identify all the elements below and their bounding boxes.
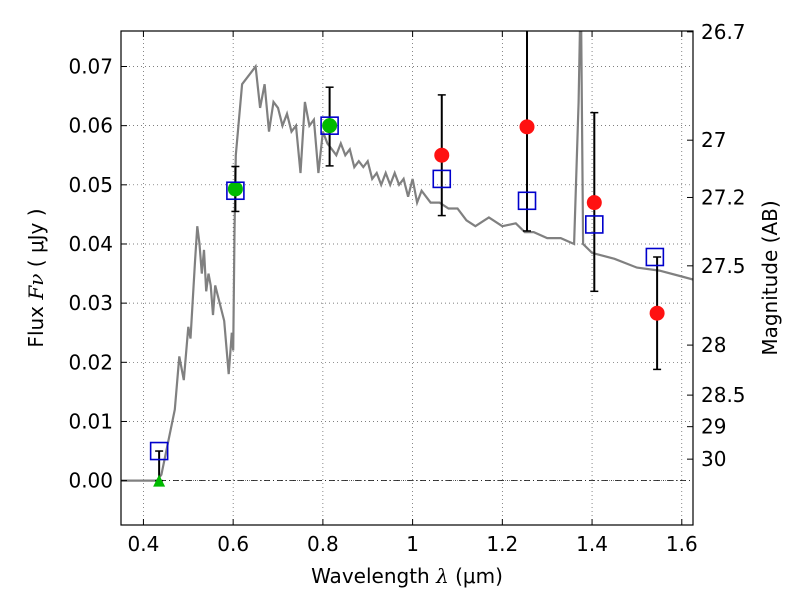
x-axis-label: Wavelength λ (μm): [311, 564, 503, 588]
y-axis-label: Flux Fν ( μJy ): [24, 208, 48, 347]
model-sed-line: [121, 31, 693, 482]
grid: [121, 31, 693, 525]
x-tick-label: 1: [406, 532, 419, 556]
magnitude-tick-label: 28: [701, 333, 726, 357]
observed-point: [519, 119, 535, 135]
x-tick-label: 0.8: [307, 532, 339, 556]
model-band-square: [320, 116, 339, 135]
plot-frame: [120, 30, 694, 526]
upper-limit-marker: [153, 474, 166, 487]
x-tick-label: 1.2: [486, 532, 518, 556]
model-band-square: [585, 215, 604, 234]
magnitude-tick-label: 27.5: [701, 254, 746, 278]
model-band-square: [645, 247, 665, 267]
plot-background: [121, 31, 693, 525]
magnitude-tick-label: 28.5: [701, 383, 746, 407]
y-tick-label: 0.07: [68, 54, 113, 78]
y-tick-label: 0.04: [68, 232, 113, 256]
y-tick-label: 0.06: [68, 114, 113, 138]
detection-point: [322, 118, 338, 134]
y-tick-label: 0.05: [68, 173, 113, 197]
model-band-square: [432, 169, 452, 189]
tick-labels: 0.4 0.6 0.8 1 1.2 1.4 1.6 0.00 0.01 0.02 0.03 0.04 0…: [68, 20, 745, 556]
magnitude-tick-label: 27: [701, 128, 726, 152]
detection-point: [227, 181, 243, 197]
magnitude-tick-label: 26.7: [701, 20, 746, 44]
observed-point: [434, 147, 450, 163]
model-band-square: [517, 191, 537, 211]
y-tick-label: 0.01: [68, 409, 113, 433]
x-tick-label: 0.6: [217, 532, 249, 556]
observed-point: [649, 305, 665, 321]
ticks: [121, 31, 693, 525]
x-tick-label: 1.4: [576, 532, 608, 556]
y-tick-label: 0.00: [68, 469, 113, 493]
y-tick-label: 0.02: [68, 350, 113, 374]
y-axis-right-label: Magnitude (AB): [758, 200, 782, 355]
x-tick-label: 0.4: [128, 532, 160, 556]
x-tick-label: 1.6: [666, 532, 698, 556]
model-band-square: [226, 181, 245, 201]
observed-point: [586, 195, 602, 211]
magnitude-tick-label: 29: [701, 415, 726, 439]
plot-area: [121, 31, 693, 487]
magnitude-tick-label: 27.2: [701, 185, 746, 209]
y-tick-label: 0.03: [68, 291, 113, 315]
markers: [149, 116, 665, 487]
model-band-square: [149, 441, 169, 461]
magnitude-tick-label: 30: [701, 447, 726, 471]
